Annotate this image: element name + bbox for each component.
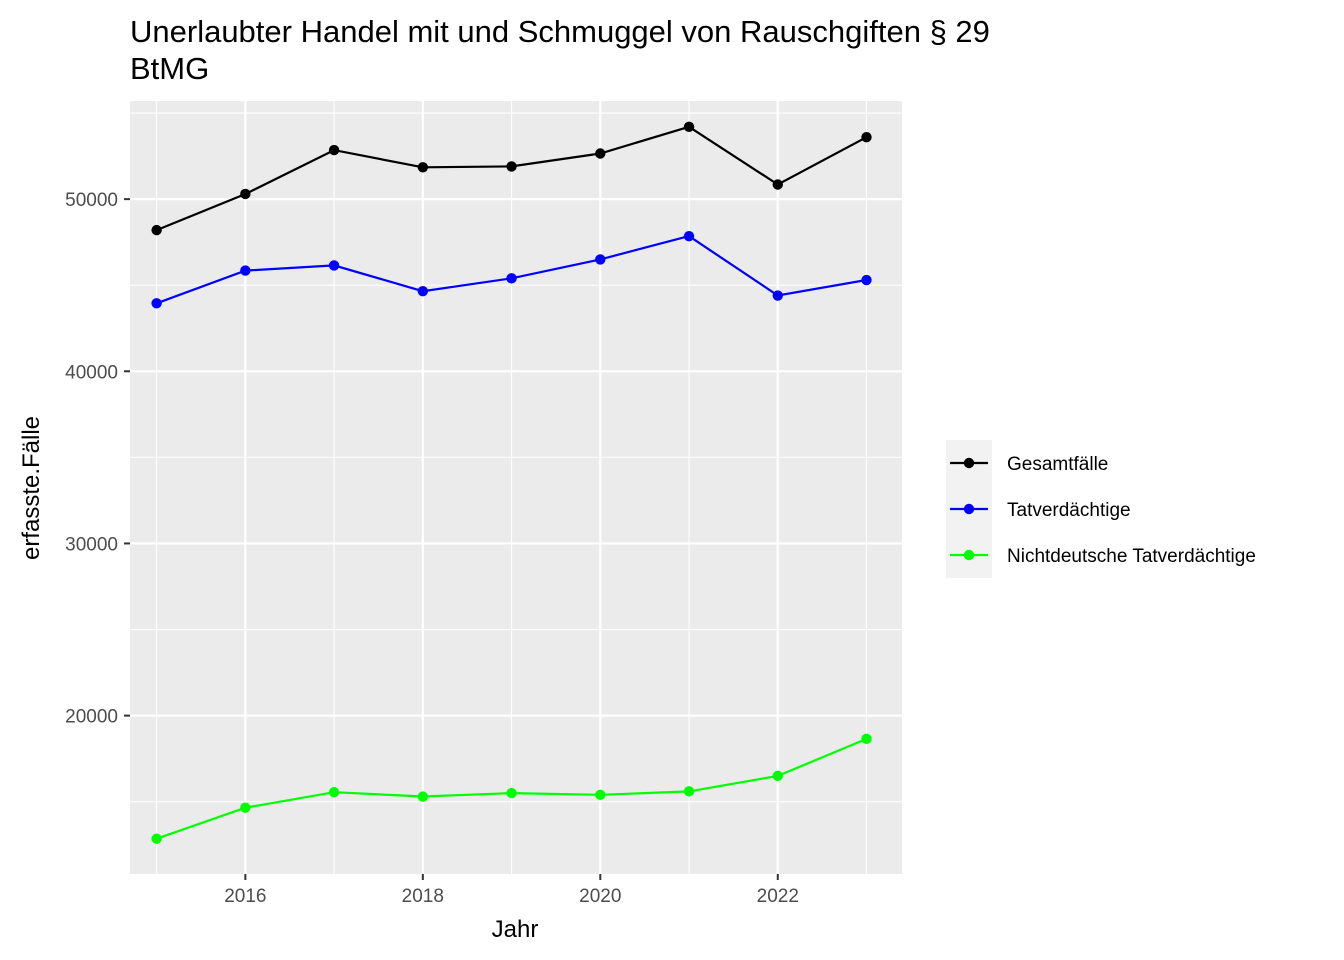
x-tick-label: 2018	[402, 886, 444, 907]
y-axis: 20000 30000 40000 50000	[65, 190, 130, 728]
series-3	[151, 733, 872, 844]
data-point	[240, 802, 251, 813]
minor-gridlines	[130, 101, 902, 874]
x-axis: 2016 2018 2020 2022	[224, 874, 799, 907]
data-point	[151, 224, 162, 236]
data-point	[683, 121, 695, 133]
y-tick-label: 50000	[65, 190, 118, 211]
x-tick-label: 2020	[579, 886, 621, 907]
data-point	[861, 733, 872, 745]
data-point	[861, 131, 872, 143]
y-axis-title: erfasste.Fälle	[18, 416, 45, 560]
series-2	[151, 230, 872, 309]
data-point	[595, 789, 606, 801]
data-point	[506, 787, 517, 799]
legend-key-point	[963, 457, 975, 469]
legend-label: Gesamtfälle	[1007, 454, 1108, 475]
data-point	[151, 298, 162, 309]
data-point	[240, 265, 251, 276]
series-1	[151, 121, 872, 236]
data-point	[417, 791, 429, 802]
data-point	[772, 770, 783, 782]
data-point	[506, 161, 517, 172]
x-tick-label: 2022	[757, 886, 799, 907]
data-point	[417, 162, 429, 173]
legend-label: Tatverdächtige	[1007, 500, 1131, 521]
data-point	[328, 260, 340, 271]
data-point	[240, 188, 251, 200]
data-point	[328, 144, 340, 156]
y-tick-label: 40000	[65, 362, 118, 383]
data-point	[861, 274, 872, 286]
data-point	[772, 290, 783, 301]
data-point	[595, 148, 606, 159]
legend: Gesamtfälle Tatverdächtige Nichtdeutsche T…	[946, 440, 1256, 578]
legend-key-point	[963, 503, 975, 515]
x-tick-label: 2016	[224, 886, 266, 907]
y-tick-label: 20000	[65, 707, 118, 728]
data-point	[683, 230, 695, 242]
chart-title: Unerlaubter Handel mit und Schmuggel von…	[130, 14, 990, 86]
legend-key	[950, 503, 988, 515]
series-layer	[151, 121, 872, 844]
chart-title-line-2: BtMG	[130, 51, 209, 86]
data-point	[328, 787, 340, 798]
data-point	[506, 273, 517, 284]
data-point	[595, 254, 606, 265]
y-tick-label: 30000	[65, 534, 118, 555]
major-gridlines	[130, 101, 902, 874]
x-axis-title: Jahr	[492, 916, 539, 943]
legend-key-point	[963, 549, 975, 561]
plot-panel	[130, 101, 902, 874]
data-point	[683, 786, 695, 797]
data-point	[772, 179, 783, 190]
data-point	[417, 286, 429, 297]
chart-title-line-1: Unerlaubter Handel mit und Schmuggel von…	[130, 14, 990, 49]
legend-label: Nichtdeutsche Tatverdächtige	[1007, 546, 1256, 567]
data-point	[151, 833, 162, 844]
legend-key	[950, 457, 988, 469]
legend-key	[950, 549, 988, 561]
